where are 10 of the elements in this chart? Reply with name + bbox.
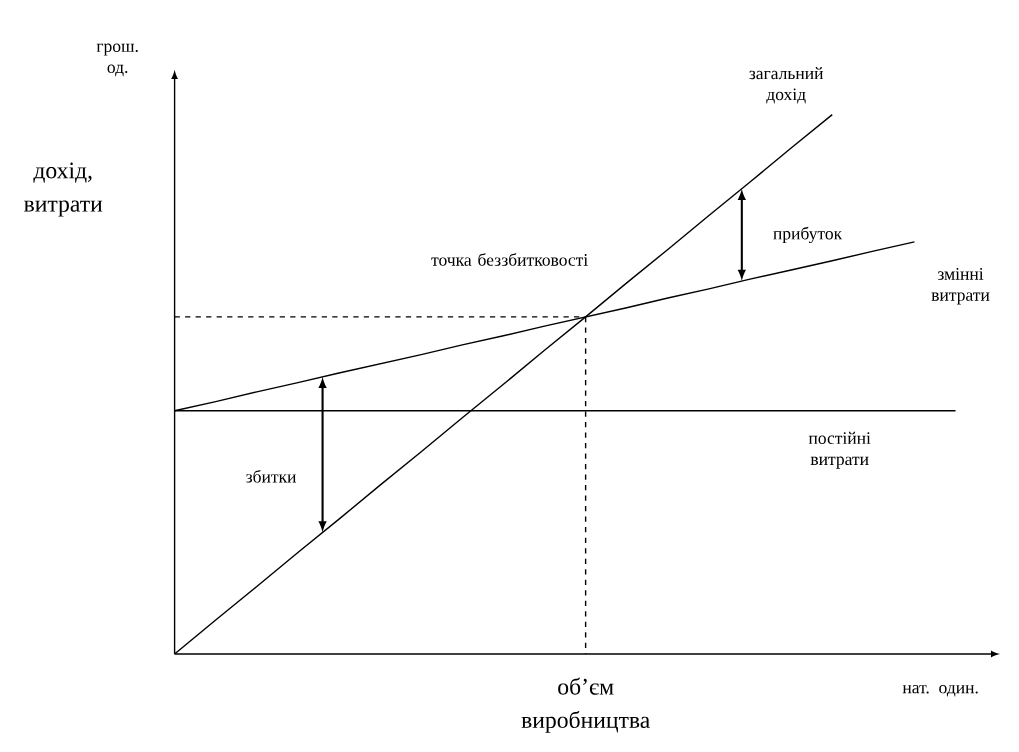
- text: грош. од.: [96, 43, 138, 77]
- annotation: прибуток: [773, 226, 843, 244]
- series-label: змінні витрати: [931, 268, 990, 305]
- series-label: постійні витрати: [808, 432, 871, 469]
- annotation: збитки: [246, 470, 297, 483]
- y-axis-title: дохід, витрати: [24, 162, 103, 217]
- annotation: точка беззбитковості: [431, 253, 588, 266]
- x-axis-title: об’єм виробництва: [521, 677, 650, 734]
- series-label: загальний дохід: [749, 67, 824, 104]
- text: нат. один.: [902, 685, 978, 697]
